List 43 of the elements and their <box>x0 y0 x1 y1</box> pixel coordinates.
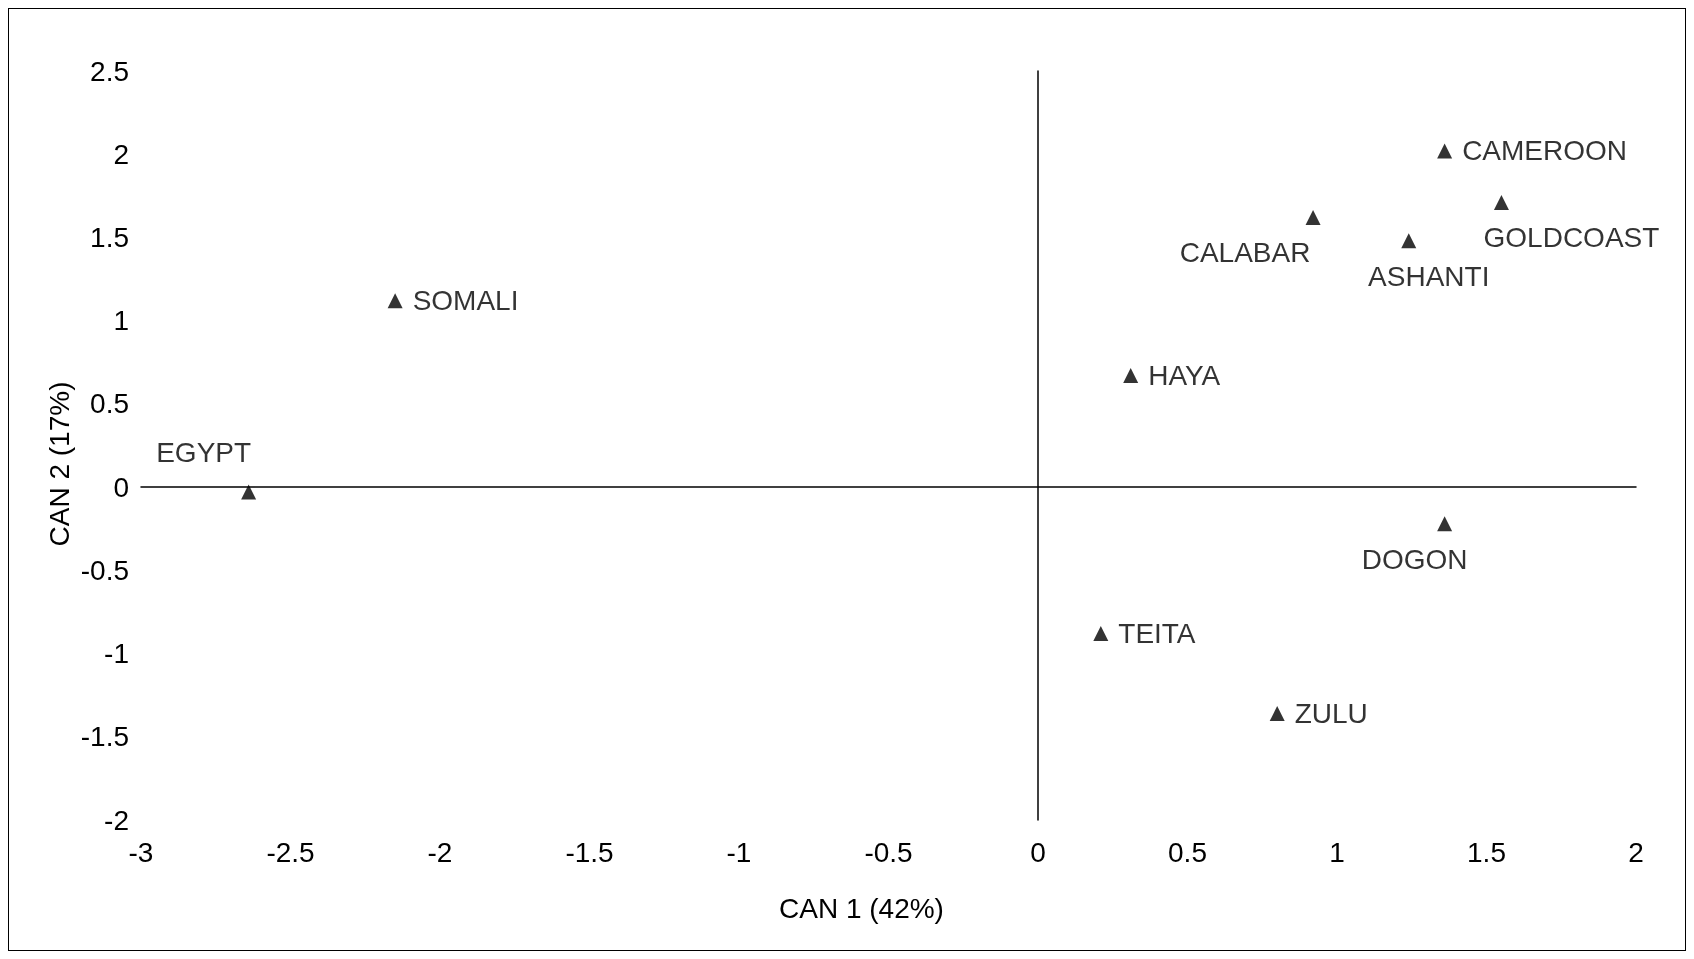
point <box>1437 143 1453 159</box>
x-tick-label: 0 <box>1030 836 1046 868</box>
y-tick-label: 2.5 <box>90 55 129 87</box>
point <box>387 293 403 309</box>
x-axis-title: CAN 1 (42%) <box>779 892 944 924</box>
y-tick-label: 1.5 <box>90 221 129 253</box>
x-tick-label: -2 <box>427 836 453 868</box>
point <box>241 484 257 500</box>
x-tick-label: -3 <box>128 836 154 868</box>
point <box>1401 233 1417 249</box>
y-tick-label: 0.5 <box>90 388 129 420</box>
x-tick-label: 1 <box>1329 836 1345 868</box>
series-label: TEITA <box>1118 618 1196 650</box>
x-tick-label: -1.5 <box>565 836 614 868</box>
y-tick-label: 1 <box>113 305 129 337</box>
y-tick-label: -1 <box>104 638 129 670</box>
series-label: CAMEROON <box>1462 135 1628 167</box>
y-tick-label: -1.5 <box>80 721 129 753</box>
series-label: HAYA <box>1148 360 1221 392</box>
y-axis-title: CAN 2 (17%) <box>43 381 75 547</box>
point <box>1123 368 1139 384</box>
point <box>1305 209 1321 225</box>
series-label: SOMALI <box>412 285 519 317</box>
x-tick-label: -0.5 <box>864 836 913 868</box>
y-tick-label: 0 <box>113 471 129 503</box>
x-tick-label: 0.5 <box>1168 836 1207 868</box>
series-label: CALABAR <box>1179 237 1311 269</box>
x-tick-label: -2.5 <box>266 836 315 868</box>
series-label: ASHANTI <box>1368 260 1490 292</box>
point <box>1493 194 1509 210</box>
x-tick-label: -1 <box>726 836 752 868</box>
series-label: DOGON <box>1361 543 1468 575</box>
point <box>1093 626 1109 642</box>
series-label: EGYPT <box>156 437 252 469</box>
y-tick-label: -2 <box>104 804 129 836</box>
point <box>1437 516 1453 532</box>
y-tick-label: 2 <box>113 138 129 170</box>
series-label: GOLDCOAST <box>1483 222 1660 254</box>
x-tick-label: 2 <box>1628 836 1644 868</box>
series-label: ZULU <box>1294 697 1368 729</box>
x-tick-label: 1.5 <box>1467 836 1506 868</box>
y-tick-label: -0.5 <box>80 554 129 586</box>
point <box>1269 705 1285 721</box>
